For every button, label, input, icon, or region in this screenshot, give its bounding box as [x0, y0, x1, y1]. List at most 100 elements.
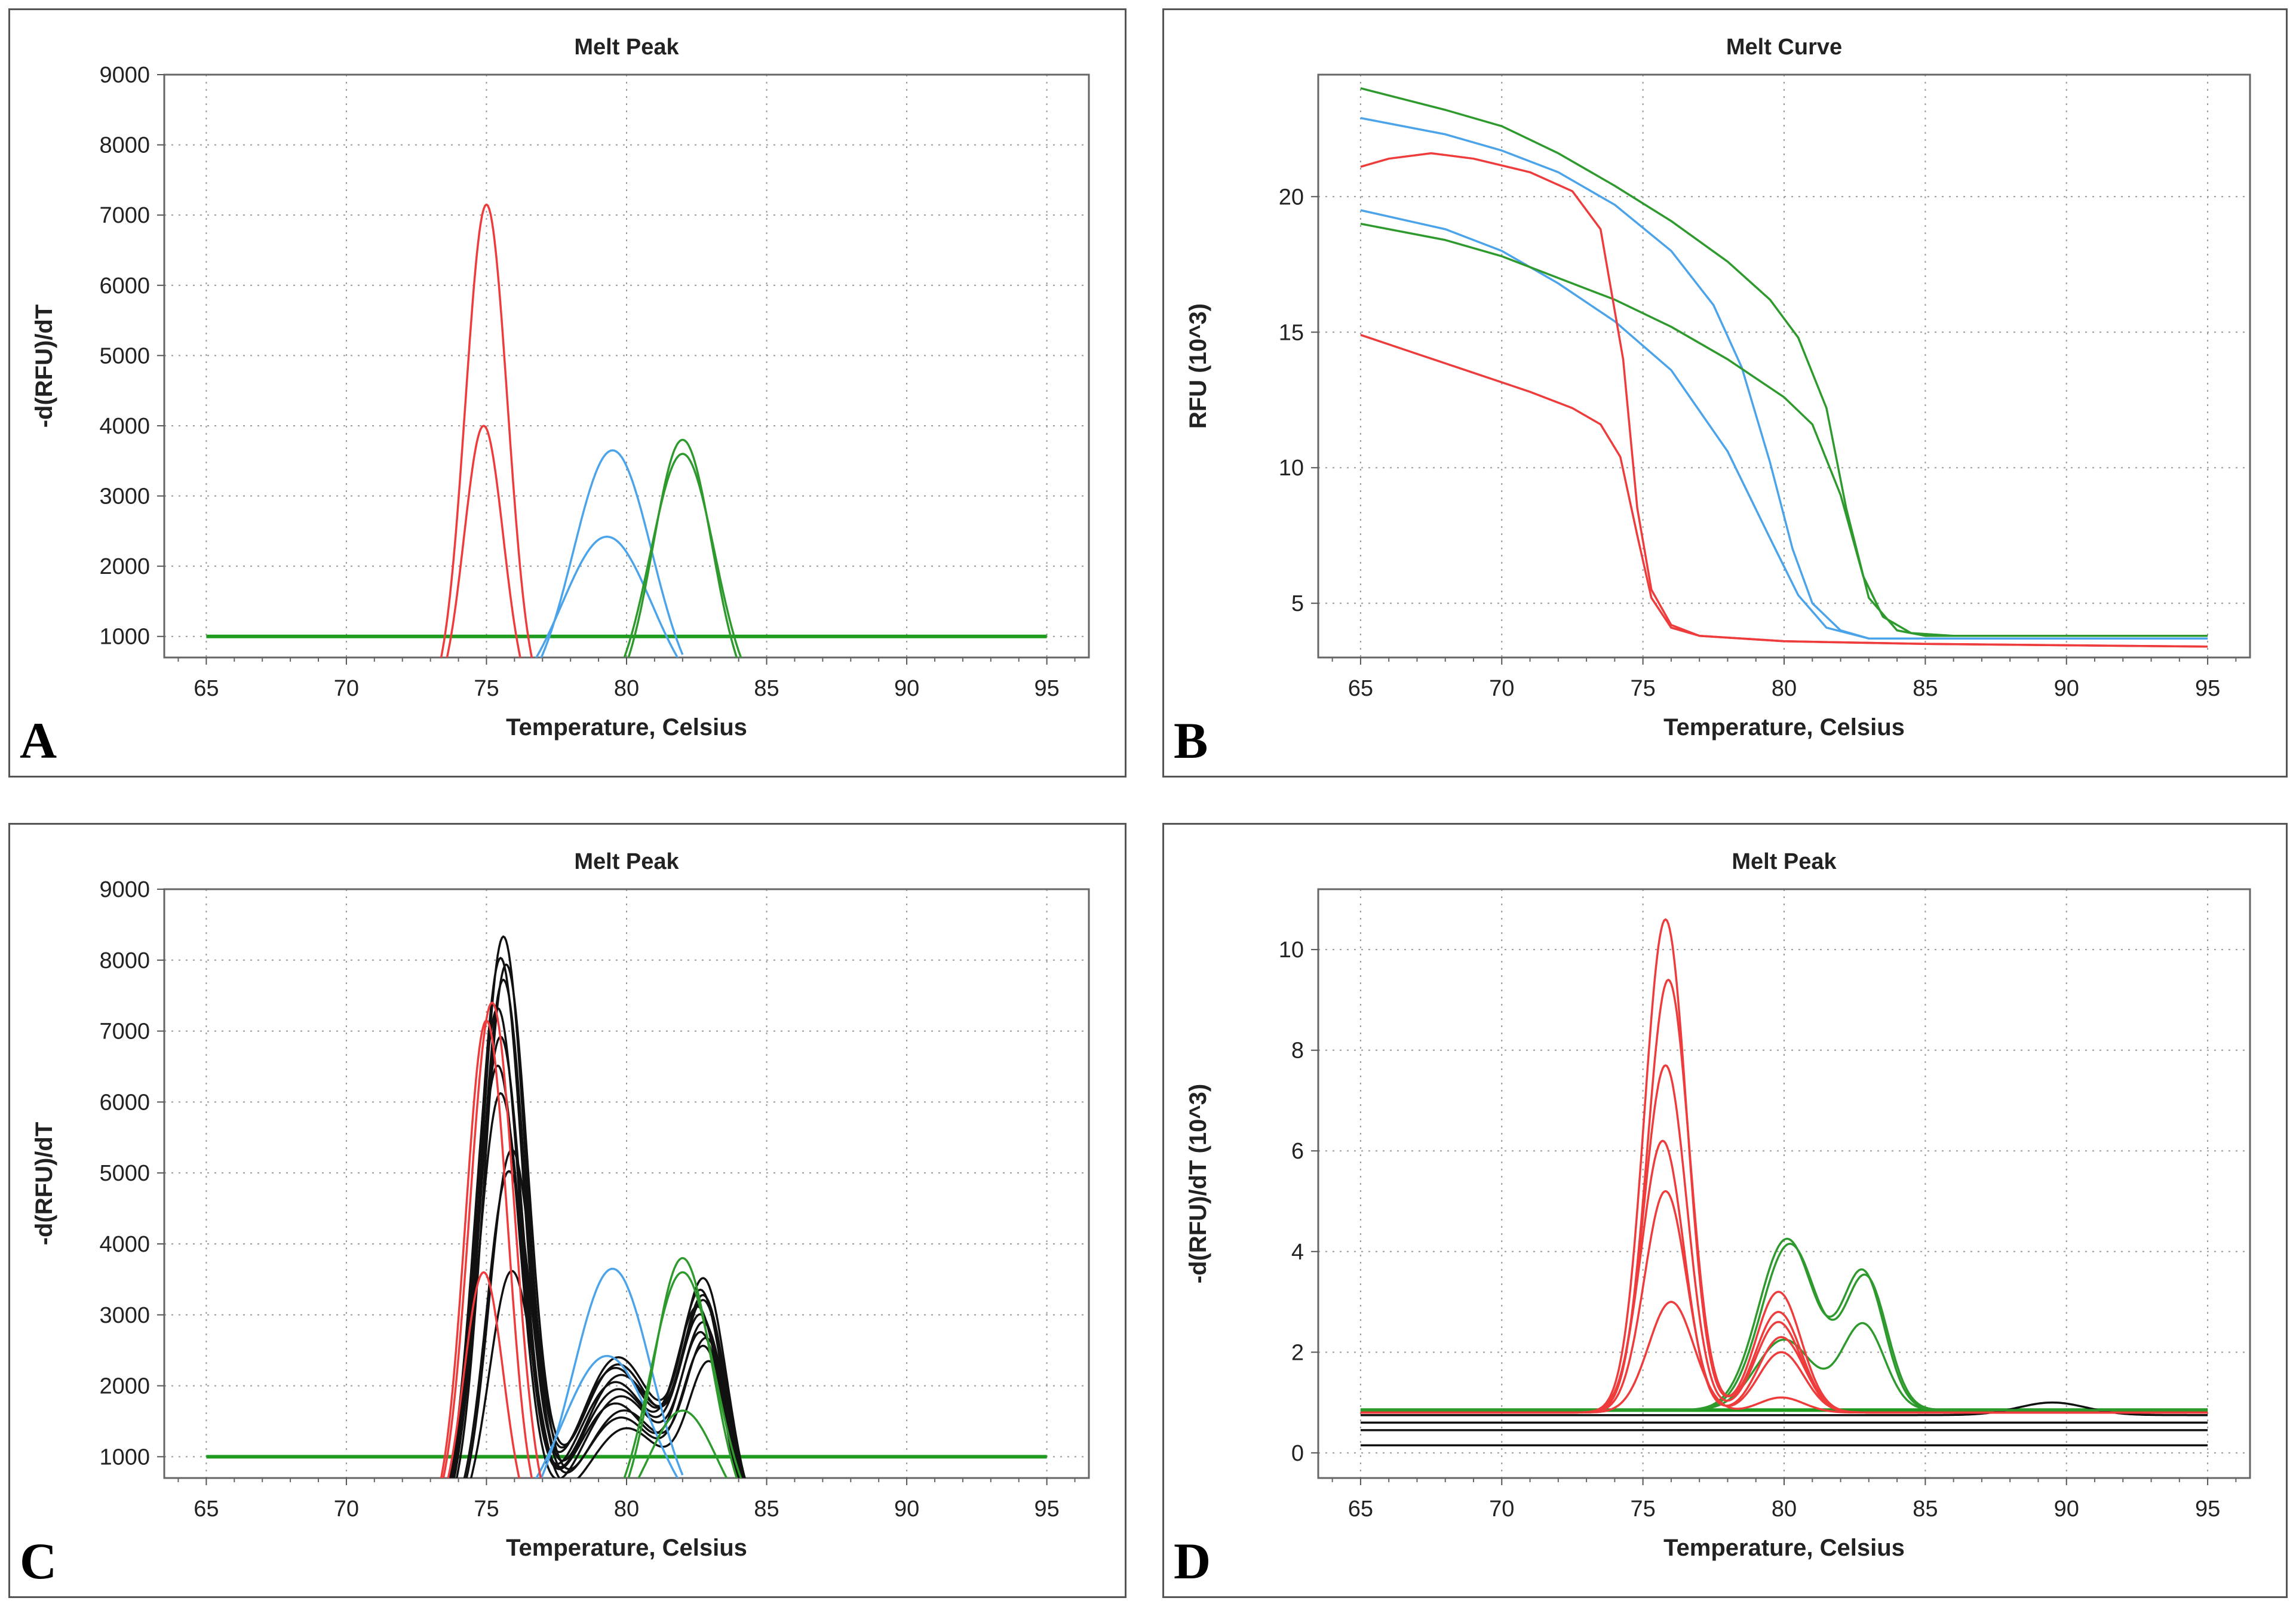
- y-tick-label: 8: [1291, 1038, 1304, 1064]
- gridlines: [164, 74, 1089, 657]
- x-tick-label: 95: [1034, 676, 1059, 701]
- x-tick-label: 80: [1772, 676, 1797, 701]
- chart-b: Melt Curve 65 70 75 80 85 90 95 5 10 15 20 Temperatu…: [1185, 35, 2251, 740]
- y-tick-label: 9000: [99, 63, 150, 88]
- panel-d: Melt Peak 65 70 75 80 85 90 95 0 2 4 6 8 10 Temperatur…: [1162, 823, 2288, 1598]
- series-green-2: [1360, 222, 2208, 637]
- x-tick-label: 70: [334, 1497, 359, 1522]
- x-tick-label: 75: [474, 1497, 499, 1522]
- series-blue-1: [540, 1267, 684, 1478]
- gridlines: [1318, 889, 2250, 1478]
- panel-c-letter: C: [20, 1532, 57, 1590]
- series-black-11: [455, 963, 745, 1478]
- series-red-3: [442, 1001, 542, 1478]
- y-tick-label: 8000: [99, 948, 150, 973]
- x-tick-label: 95: [2195, 1497, 2220, 1522]
- x-tick-label: 90: [894, 676, 919, 701]
- x-tick-label: 85: [754, 1497, 779, 1522]
- y-tick-label: 5: [1291, 591, 1304, 616]
- y-tick-label: 10: [1279, 938, 1304, 963]
- y-axis-label: -d(RFU)/dT: [31, 1122, 57, 1246]
- x-tick-label: 70: [334, 676, 359, 701]
- y-tick-label: 4000: [99, 1232, 150, 1257]
- x-tick-label: 80: [1772, 1497, 1797, 1522]
- x-tick-label: 80: [614, 676, 639, 701]
- x-tick-label: 95: [2195, 676, 2220, 701]
- chart-c: Melt Peak 65 70 75 80 85 90 95 1000 2000 3000 4000 5…: [31, 849, 1090, 1561]
- x-tick-label: 65: [1348, 676, 1373, 701]
- x-tick-label: 75: [1630, 676, 1655, 701]
- x-tick-label: 85: [754, 676, 779, 701]
- plot-area: [206, 203, 1047, 657]
- x-tick-label: 90: [2054, 1497, 2079, 1522]
- y-tick-label: 2: [1291, 1340, 1304, 1365]
- y-tick-label: 3000: [99, 1303, 150, 1328]
- chart-title: Melt Peak: [574, 849, 679, 874]
- series-red-1: [1360, 152, 2208, 648]
- y-tick-label: 15: [1279, 320, 1304, 345]
- y-tick-label: 0: [1291, 1441, 1304, 1466]
- y-tick-label: 6000: [99, 1090, 150, 1115]
- y-tick-label: 7000: [99, 1019, 150, 1044]
- y-axis-label: -d(RFU)/dT: [31, 305, 57, 428]
- gridlines: [164, 889, 1089, 1478]
- plot-area: [1360, 918, 2208, 1446]
- plot-area: [1360, 87, 2208, 648]
- x-axis-label: Temperature, Celsius: [1663, 714, 1905, 740]
- chart-title: Melt Peak: [1732, 849, 1837, 874]
- ticks: 65 70 75 80 85 90 95 1000 2000 3000 4000 5000 6000 70…: [99, 63, 1076, 701]
- series-red-2: [1360, 978, 2208, 1414]
- x-tick-label: 65: [194, 1497, 219, 1522]
- x-tick-label: 90: [2054, 676, 2079, 701]
- series-blue-2: [535, 535, 679, 657]
- y-tick-label: 2000: [99, 554, 150, 579]
- x-axis-label: Temperature, Celsius: [506, 714, 747, 740]
- series-red-1: [440, 203, 533, 657]
- y-tick-label: 1000: [99, 1445, 150, 1470]
- series-red-6: [1360, 1301, 2208, 1414]
- ticks: 65 70 75 80 85 90 95 5 10 15 20: [1279, 185, 2237, 701]
- x-tick-label: 70: [1489, 1497, 1514, 1522]
- x-axis-label: Temperature, Celsius: [506, 1535, 747, 1561]
- series-black-1: [1360, 1401, 2208, 1417]
- series-blue-2: [1360, 209, 2208, 640]
- x-tick-label: 65: [1348, 1497, 1373, 1522]
- x-tick-label: 70: [1489, 676, 1514, 701]
- x-tick-label: 85: [1913, 1497, 1938, 1522]
- series-blue-2: [535, 1354, 679, 1478]
- panel-a: Melt Peak 65 70 75 80 85 90 95 1000 2000 3000 4000 5…: [8, 8, 1126, 778]
- y-tick-label: 9000: [99, 877, 150, 902]
- plot-area: [206, 935, 1047, 1478]
- series-red-1: [440, 1019, 533, 1478]
- x-tick-label: 85: [1913, 676, 1938, 701]
- y-tick-label: 1000: [99, 625, 150, 650]
- series-green-1: [627, 438, 738, 657]
- x-tick-label: 75: [474, 676, 499, 701]
- chart-a: Melt Peak 65 70 75 80 85 90 95 1000 2000 3000 4000 5…: [31, 35, 1090, 740]
- series-blue-1: [540, 449, 684, 657]
- y-axis-label: RFU (10^3): [1185, 303, 1211, 429]
- x-axis-label: Temperature, Celsius: [1663, 1535, 1905, 1561]
- panel-b: Melt Curve 65 70 75 80 85 90 95 5 10 15 20 Temperatu…: [1162, 8, 2288, 778]
- y-tick-label: 2000: [99, 1374, 150, 1399]
- y-tick-label: 7000: [99, 203, 150, 228]
- y-tick-label: 4: [1291, 1240, 1304, 1265]
- gridlines: [1318, 75, 2250, 657]
- ticks: 65 70 75 80 85 90 95 0 2 4 6 8 10: [1279, 938, 2237, 1522]
- y-tick-label: 6000: [99, 274, 150, 299]
- series-green-3: [1360, 1322, 2208, 1411]
- x-tick-label: 95: [1034, 1497, 1059, 1522]
- chart-d: Melt Peak 65 70 75 80 85 90 95 0 2 4 6 8 10 Temperatur…: [1185, 849, 2251, 1561]
- series-blue-1: [1360, 116, 2208, 640]
- y-tick-label: 8000: [99, 133, 150, 158]
- x-tick-label: 80: [614, 1497, 639, 1522]
- x-tick-label: 75: [1630, 1497, 1655, 1522]
- series-green-3: [637, 1409, 728, 1478]
- series-red-2: [447, 1271, 520, 1478]
- series-green-2: [623, 453, 742, 657]
- y-axis-label: -d(RFU)/dT (10^3): [1185, 1084, 1211, 1283]
- series-green-2: [623, 1271, 742, 1478]
- y-tick-label: 6: [1291, 1139, 1304, 1164]
- chart-title: Melt Peak: [574, 35, 679, 60]
- y-tick-label: 10: [1279, 456, 1304, 481]
